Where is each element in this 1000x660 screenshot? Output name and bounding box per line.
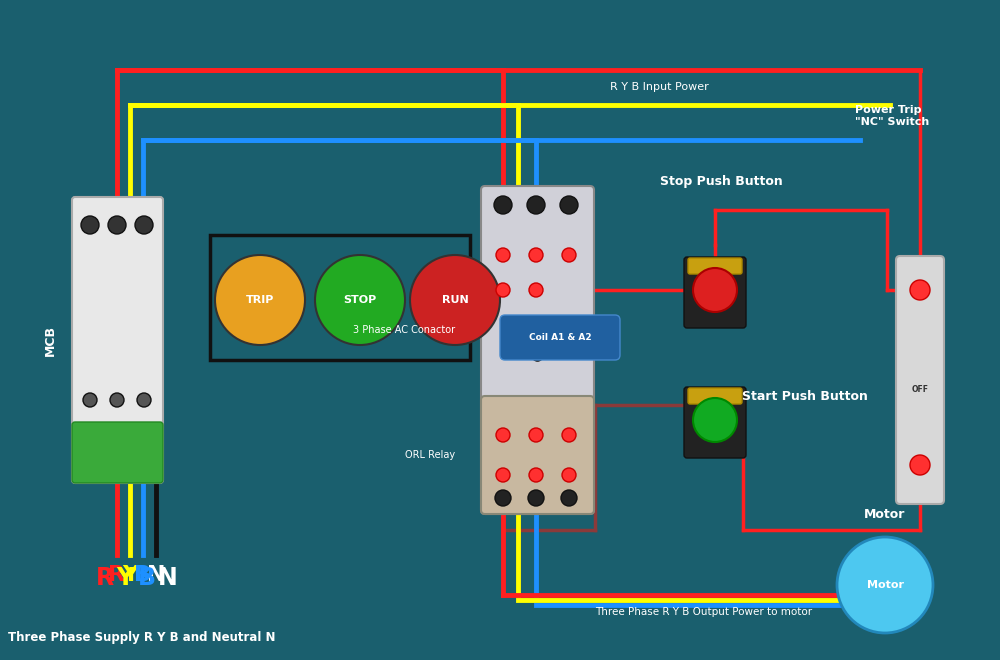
Circle shape <box>496 248 510 262</box>
Circle shape <box>81 216 99 234</box>
Circle shape <box>561 490 577 506</box>
Circle shape <box>529 248 543 262</box>
FancyBboxPatch shape <box>72 197 163 483</box>
Circle shape <box>496 428 510 442</box>
Circle shape <box>496 283 510 297</box>
Circle shape <box>135 216 153 234</box>
FancyBboxPatch shape <box>481 186 594 514</box>
FancyBboxPatch shape <box>72 422 163 483</box>
Text: OFF: OFF <box>911 385 928 395</box>
Circle shape <box>529 468 543 482</box>
Text: R Y B Input Power: R Y B Input Power <box>610 82 709 92</box>
Circle shape <box>215 255 305 345</box>
Text: Y: Y <box>122 565 138 585</box>
Text: B: B <box>134 565 152 585</box>
Circle shape <box>315 255 405 345</box>
Circle shape <box>108 216 126 234</box>
FancyBboxPatch shape <box>684 257 746 328</box>
Text: R: R <box>108 565 126 585</box>
FancyBboxPatch shape <box>481 396 594 514</box>
Text: Start Push Button: Start Push Button <box>742 390 868 403</box>
Circle shape <box>410 255 500 345</box>
Circle shape <box>560 196 578 214</box>
FancyBboxPatch shape <box>896 256 944 504</box>
Circle shape <box>529 283 543 297</box>
Text: Motor: Motor <box>866 580 904 590</box>
FancyBboxPatch shape <box>688 258 742 274</box>
Text: R: R <box>96 566 114 590</box>
Text: 3 Phase AC Conactor: 3 Phase AC Conactor <box>353 325 455 335</box>
Text: Three Phase R Y B Output Power to motor: Three Phase R Y B Output Power to motor <box>595 607 812 617</box>
Circle shape <box>693 398 737 442</box>
Circle shape <box>496 468 510 482</box>
Text: N: N <box>158 566 178 590</box>
Text: MCB: MCB <box>44 325 56 356</box>
Circle shape <box>494 196 512 214</box>
Text: RUN: RUN <box>442 295 468 305</box>
Circle shape <box>910 280 930 300</box>
Circle shape <box>83 393 97 407</box>
FancyBboxPatch shape <box>684 387 746 458</box>
Circle shape <box>110 393 124 407</box>
Text: Y: Y <box>116 566 134 590</box>
Text: Stop Push Button: Stop Push Button <box>660 175 783 188</box>
Circle shape <box>527 196 545 214</box>
Text: Three Phase Supply R Y B and Neutral N: Three Phase Supply R Y B and Neutral N <box>8 632 276 645</box>
FancyBboxPatch shape <box>500 315 620 360</box>
Circle shape <box>529 428 543 442</box>
Circle shape <box>562 468 576 482</box>
Circle shape <box>562 428 576 442</box>
Circle shape <box>693 268 737 312</box>
Circle shape <box>528 490 544 506</box>
Circle shape <box>562 248 576 262</box>
Text: STOP: STOP <box>343 295 377 305</box>
FancyBboxPatch shape <box>688 388 742 404</box>
Text: Motor: Motor <box>864 508 906 521</box>
Text: TRIP: TRIP <box>246 295 274 305</box>
Text: Coil A1 & A2: Coil A1 & A2 <box>529 333 591 343</box>
Text: ORL Relay: ORL Relay <box>405 450 455 460</box>
Text: N: N <box>147 565 165 585</box>
Circle shape <box>495 490 511 506</box>
Circle shape <box>910 455 930 475</box>
Circle shape <box>837 537 933 633</box>
Text: B: B <box>138 566 156 590</box>
Text: Power Trip
"NC" Switch: Power Trip "NC" Switch <box>855 106 929 127</box>
Circle shape <box>137 393 151 407</box>
